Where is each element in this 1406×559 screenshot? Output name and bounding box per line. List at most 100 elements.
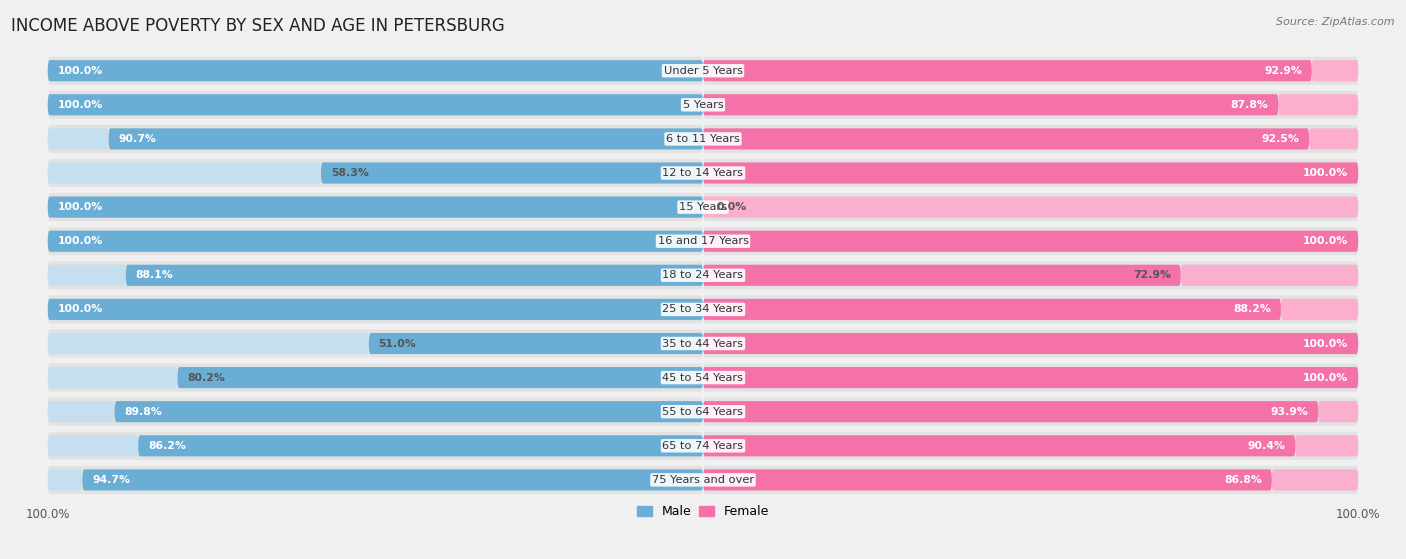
Text: 0.0%: 0.0% <box>716 202 747 212</box>
Text: 88.2%: 88.2% <box>1233 305 1271 314</box>
FancyBboxPatch shape <box>703 56 1358 84</box>
FancyBboxPatch shape <box>703 159 1358 187</box>
FancyBboxPatch shape <box>703 193 1358 221</box>
Text: 16 and 17 Years: 16 and 17 Years <box>658 236 748 246</box>
FancyBboxPatch shape <box>703 401 1319 422</box>
FancyBboxPatch shape <box>48 129 108 149</box>
Text: 93.9%: 93.9% <box>1271 407 1309 416</box>
FancyBboxPatch shape <box>703 265 1181 286</box>
Text: 58.3%: 58.3% <box>330 168 368 178</box>
FancyBboxPatch shape <box>48 432 703 460</box>
FancyBboxPatch shape <box>703 397 1358 426</box>
FancyBboxPatch shape <box>703 466 1358 494</box>
FancyBboxPatch shape <box>703 129 1309 149</box>
FancyBboxPatch shape <box>703 329 1358 358</box>
FancyBboxPatch shape <box>48 265 125 286</box>
FancyBboxPatch shape <box>138 435 703 456</box>
Text: 75 Years and over: 75 Years and over <box>652 475 754 485</box>
FancyBboxPatch shape <box>177 367 703 388</box>
FancyBboxPatch shape <box>48 397 703 426</box>
FancyBboxPatch shape <box>48 261 703 290</box>
FancyBboxPatch shape <box>703 163 1358 183</box>
FancyBboxPatch shape <box>1281 299 1358 320</box>
FancyBboxPatch shape <box>703 432 1358 460</box>
Text: 92.5%: 92.5% <box>1261 134 1299 144</box>
FancyBboxPatch shape <box>703 91 1358 119</box>
FancyBboxPatch shape <box>703 367 1358 388</box>
Text: 86.2%: 86.2% <box>148 441 186 451</box>
FancyBboxPatch shape <box>703 227 1358 255</box>
Text: 100.0%: 100.0% <box>1303 339 1348 348</box>
FancyBboxPatch shape <box>48 295 703 324</box>
FancyBboxPatch shape <box>115 401 703 422</box>
Text: 55 to 64 Years: 55 to 64 Years <box>662 407 744 416</box>
FancyBboxPatch shape <box>125 265 703 286</box>
FancyBboxPatch shape <box>48 329 703 358</box>
FancyBboxPatch shape <box>1309 129 1358 149</box>
Text: 100.0%: 100.0% <box>58 202 103 212</box>
FancyBboxPatch shape <box>703 363 1358 392</box>
Text: 88.1%: 88.1% <box>135 271 173 280</box>
Text: 100.0%: 100.0% <box>58 66 103 75</box>
Text: 90.7%: 90.7% <box>118 134 156 144</box>
Text: 100.0%: 100.0% <box>1303 373 1348 382</box>
Text: 86.8%: 86.8% <box>1225 475 1263 485</box>
FancyBboxPatch shape <box>703 60 1312 81</box>
Text: 45 to 54 Years: 45 to 54 Years <box>662 373 744 382</box>
Text: 90.4%: 90.4% <box>1247 441 1285 451</box>
Text: 92.9%: 92.9% <box>1264 66 1302 75</box>
FancyBboxPatch shape <box>48 470 83 490</box>
Text: 94.7%: 94.7% <box>93 475 131 485</box>
FancyBboxPatch shape <box>703 470 1272 490</box>
FancyBboxPatch shape <box>1319 401 1358 422</box>
Text: 87.8%: 87.8% <box>1230 100 1268 110</box>
FancyBboxPatch shape <box>1181 265 1358 286</box>
FancyBboxPatch shape <box>48 193 703 221</box>
FancyBboxPatch shape <box>48 163 321 183</box>
FancyBboxPatch shape <box>48 125 703 153</box>
Text: 72.9%: 72.9% <box>1133 271 1171 280</box>
FancyBboxPatch shape <box>48 56 703 84</box>
FancyBboxPatch shape <box>703 299 1281 320</box>
Text: 100.0%: 100.0% <box>58 100 103 110</box>
FancyBboxPatch shape <box>48 435 138 456</box>
FancyBboxPatch shape <box>48 231 703 252</box>
Text: 6 to 11 Years: 6 to 11 Years <box>666 134 740 144</box>
Text: 65 to 74 Years: 65 to 74 Years <box>662 441 744 451</box>
Text: Under 5 Years: Under 5 Years <box>664 66 742 75</box>
FancyBboxPatch shape <box>48 299 703 320</box>
Text: 100.0%: 100.0% <box>1303 168 1348 178</box>
Legend: Male, Female: Male, Female <box>631 500 775 523</box>
FancyBboxPatch shape <box>48 159 703 187</box>
FancyBboxPatch shape <box>48 91 703 119</box>
FancyBboxPatch shape <box>368 333 703 354</box>
FancyBboxPatch shape <box>1312 60 1358 81</box>
Text: 25 to 34 Years: 25 to 34 Years <box>662 305 744 314</box>
FancyBboxPatch shape <box>1278 94 1358 115</box>
FancyBboxPatch shape <box>48 363 703 392</box>
Text: INCOME ABOVE POVERTY BY SEX AND AGE IN PETERSBURG: INCOME ABOVE POVERTY BY SEX AND AGE IN P… <box>11 17 505 35</box>
Text: 12 to 14 Years: 12 to 14 Years <box>662 168 744 178</box>
FancyBboxPatch shape <box>83 470 703 490</box>
FancyBboxPatch shape <box>703 295 1358 324</box>
FancyBboxPatch shape <box>321 163 703 183</box>
FancyBboxPatch shape <box>1295 435 1358 456</box>
FancyBboxPatch shape <box>703 94 1278 115</box>
Text: 51.0%: 51.0% <box>378 339 416 348</box>
Text: 35 to 44 Years: 35 to 44 Years <box>662 339 744 348</box>
FancyBboxPatch shape <box>703 261 1358 290</box>
Text: Source: ZipAtlas.com: Source: ZipAtlas.com <box>1277 17 1395 27</box>
Text: 100.0%: 100.0% <box>1303 236 1348 246</box>
Text: 15 Years: 15 Years <box>679 202 727 212</box>
FancyBboxPatch shape <box>108 129 703 149</box>
FancyBboxPatch shape <box>48 197 703 217</box>
FancyBboxPatch shape <box>703 333 1358 354</box>
FancyBboxPatch shape <box>48 94 703 115</box>
Text: 80.2%: 80.2% <box>187 373 225 382</box>
Text: 89.8%: 89.8% <box>124 407 162 416</box>
Text: 5 Years: 5 Years <box>683 100 723 110</box>
FancyBboxPatch shape <box>48 333 368 354</box>
FancyBboxPatch shape <box>48 367 177 388</box>
FancyBboxPatch shape <box>703 125 1358 153</box>
Text: 100.0%: 100.0% <box>58 305 103 314</box>
